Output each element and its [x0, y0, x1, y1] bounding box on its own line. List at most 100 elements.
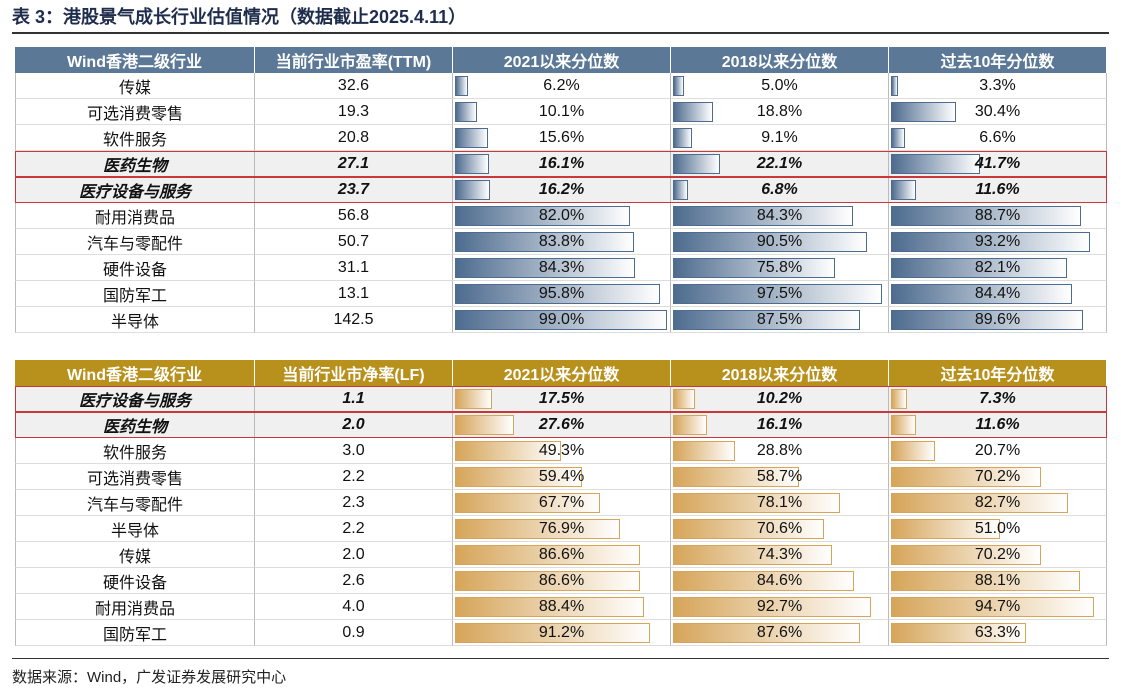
table-cell: 70.6%	[671, 516, 889, 542]
data-bar	[455, 102, 477, 122]
cell-text: 10.2%	[756, 389, 803, 407]
cell-text: 99.0%	[538, 310, 585, 328]
table-cell: 10.2%	[671, 386, 889, 412]
table-cell: 89.6%	[889, 307, 1107, 333]
table-cell: 传媒	[15, 542, 255, 568]
cell-text: 88.4%	[538, 597, 585, 615]
table-cell: 88.4%	[453, 594, 671, 620]
table-cell: 90.5%	[671, 229, 889, 255]
table-cell: 13.1	[255, 281, 453, 307]
cell-text: 82.0%	[538, 206, 585, 224]
cell-text: 医疗设备与服务	[78, 183, 191, 201]
cell-text: 63.3%	[974, 623, 1021, 641]
data-bar	[673, 519, 825, 539]
cell-text: 22.1%	[756, 154, 803, 172]
cell-text: 84.6%	[756, 571, 803, 589]
cell-text: 医药生物	[102, 418, 167, 436]
cell-text: 97.5%	[756, 284, 803, 302]
data-bar	[455, 128, 489, 148]
table-cell: 2.6	[255, 568, 453, 594]
table-cell: 56.8	[255, 203, 453, 229]
data-bar	[891, 76, 899, 96]
data-bar	[455, 545, 641, 565]
cell-text: 软件服务	[102, 444, 167, 462]
table-cell: 2.0	[255, 412, 453, 438]
cell-text: 94.7%	[974, 597, 1021, 615]
data-bar	[891, 154, 981, 174]
table-cell: 30.4%	[889, 99, 1107, 125]
table-cell: 硬件设备	[15, 255, 255, 281]
data-bar	[673, 310, 861, 330]
table-cell: 6.2%	[453, 73, 671, 99]
data-bar	[673, 389, 695, 409]
data-bar	[891, 519, 1001, 539]
table-cell: 99.0%	[453, 307, 671, 333]
cell-text: 87.5%	[756, 310, 803, 328]
cell-text: 9.1%	[761, 128, 798, 146]
data-bar	[455, 571, 641, 591]
table-cell: 142.5	[255, 307, 453, 333]
table-cell: 5.0%	[671, 73, 889, 99]
cell-text: 51.0%	[974, 519, 1021, 537]
table-cell: 9.1%	[671, 125, 889, 151]
data-bar	[891, 389, 907, 409]
table-cell: 88.7%	[889, 203, 1107, 229]
table-cell: 58.7%	[671, 464, 889, 490]
data-bar	[673, 597, 872, 617]
data-bar	[673, 441, 735, 461]
data-bar	[455, 519, 620, 539]
cell-text: 30.4%	[974, 102, 1021, 120]
table-cell: 医疗设备与服务	[15, 177, 255, 203]
data-bar	[891, 258, 1067, 278]
cell-text: 27.6%	[538, 415, 585, 433]
table-cell: 84.3%	[671, 203, 889, 229]
table-cell: 汽车与零配件	[15, 229, 255, 255]
cell-text: 86.6%	[538, 545, 585, 563]
data-bar	[673, 206, 854, 226]
data-bar	[891, 415, 916, 435]
table-cell: 93.2%	[889, 229, 1107, 255]
table-cell: 59.4%	[453, 464, 671, 490]
cell-text: 6.8%	[761, 180, 798, 198]
cell-text: 88.7%	[974, 206, 1021, 224]
table-cell: 硬件设备	[15, 568, 255, 594]
table-cell: 41.7%	[889, 151, 1107, 177]
table-cell: 半导体	[15, 307, 255, 333]
cell-text: 41.7%	[974, 154, 1021, 172]
cell-text: 1.1	[342, 389, 365, 407]
data-bar	[455, 232, 635, 252]
cell-text: 84.4%	[974, 284, 1021, 302]
data-bar	[673, 258, 836, 278]
table-title: 表 3：港股景气成长行业估值情况（数据截止2025.4.11）	[12, 7, 467, 27]
cell-text: 半导体	[110, 313, 159, 331]
table-cell: 2.2	[255, 464, 453, 490]
data-bar	[455, 415, 515, 435]
cell-text: 传媒	[118, 548, 151, 566]
table-cell: 2.2	[255, 516, 453, 542]
table-cell: 75.8%	[671, 255, 889, 281]
table-cell: 10.1%	[453, 99, 671, 125]
data-bar	[455, 180, 490, 200]
cell-text: 88.1%	[974, 571, 1021, 589]
data-bar	[891, 180, 916, 200]
data-bar	[455, 493, 600, 513]
table-cell: 86.6%	[453, 542, 671, 568]
header-cell: 2018以来分位数	[671, 360, 889, 386]
source-note: 数据来源：Wind，广发证券发展研究中心	[12, 669, 287, 686]
header-cell: 2018以来分位数	[671, 47, 889, 73]
header-cell: Wind香港二级行业	[15, 360, 255, 386]
table-cell: 97.5%	[671, 281, 889, 307]
table-cell: 74.3%	[671, 542, 889, 568]
cell-text: 医药生物	[102, 157, 167, 175]
cell-text: 83.8%	[538, 232, 585, 250]
cell-text: 75.8%	[756, 258, 803, 276]
cell-text: 汽车与零配件	[86, 496, 183, 514]
table-cell: 半导体	[15, 516, 255, 542]
cell-text: 6.2%	[543, 76, 580, 94]
table-cell: 84.3%	[453, 255, 671, 281]
highlight-outline	[15, 151, 1107, 177]
table-cell: 16.1%	[453, 151, 671, 177]
cell-text: 76.9%	[538, 519, 585, 537]
table-cell: 国防军工	[15, 281, 255, 307]
cell-text: 17.5%	[538, 389, 585, 407]
